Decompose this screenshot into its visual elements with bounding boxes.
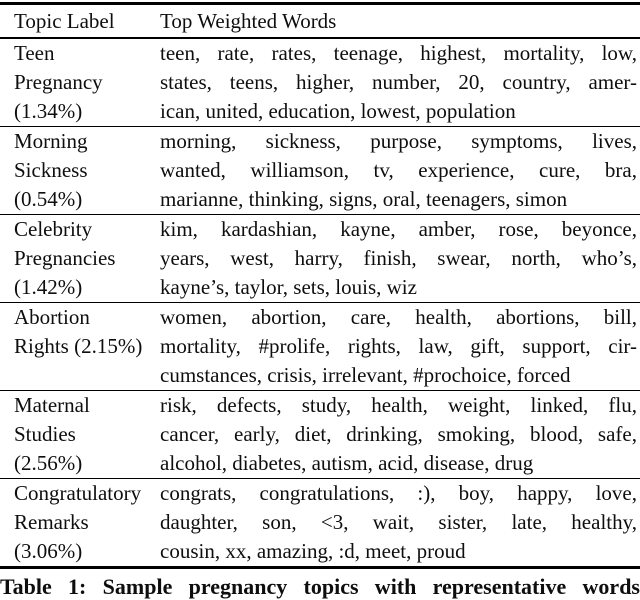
weighted-words-cell: teen, rate, rates, teenage, highest, mor…: [160, 39, 640, 126]
topic-share: (1.42%): [14, 275, 83, 299]
table-row: Morning Sickness (0.54%) morning, sickne…: [0, 126, 640, 214]
table-header-rule: [0, 37, 640, 39]
column-header-top-weighted-words: Top Weighted Words: [160, 8, 337, 33]
topic-label-cell: Morning Sickness (0.54%): [0, 127, 160, 214]
topic-label-line: Pregnancies: [14, 246, 116, 270]
table-top-rule: [0, 2, 640, 5]
topic-label-line: Pregnancy: [14, 70, 103, 94]
weighted-words-line: states, teens, higher, number, 20, count…: [160, 70, 637, 94]
weighted-words-cell: risk, defects, study, health, weight, li…: [160, 391, 640, 478]
topic-label-cell: Congratulatory Remarks (3.06%): [0, 479, 160, 566]
weighted-words-cell: women, abortion, care, health, abortions…: [160, 303, 640, 390]
weighted-words-line: marianne, thinking, signs, oral, teenage…: [160, 187, 568, 211]
weighted-words-line: cumstances, crisis, irrelevant, #prochoi…: [160, 363, 571, 387]
topic-label-line: Remarks: [14, 510, 89, 534]
weighted-words-line: kayne’s, taylor, sets, louis, wiz: [160, 275, 417, 299]
topic-share: (3.06%): [14, 539, 83, 563]
topic-share: (2.56%): [14, 451, 83, 475]
weighted-words-line: women, abortion, care, health, abortions…: [160, 305, 637, 329]
weighted-words-line: mortality, #prolife, rights, law, gift, …: [160, 334, 637, 358]
topic-label-line: Studies: [14, 422, 76, 446]
topic-share: (1.34%): [14, 99, 83, 123]
topic-label-line: Teen: [14, 41, 55, 65]
weighted-words-line: congrats, congratulations, :), boy, happ…: [160, 481, 637, 505]
table-row: Celebrity Pregnancies (1.42%) kim, karda…: [0, 214, 640, 302]
weighted-words-cell: kim, kardashian, kayne, amber, rose, bey…: [160, 215, 640, 302]
topic-label-cell: Celebrity Pregnancies (1.42%): [0, 215, 160, 302]
topic-label-line: Maternal: [14, 393, 90, 417]
weighted-words-line: ican, united, education, lowest, populat…: [160, 99, 516, 123]
column-header-topic-label: Topic Label: [14, 8, 115, 33]
table-row: Maternal Studies (2.56%) risk, defects, …: [0, 390, 640, 478]
topic-label-line: Congratulatory: [14, 481, 142, 505]
table-row: Abortion Rights (2.15%) women, abortion,…: [0, 302, 640, 390]
weighted-words-line: morning, sickness, purpose, symptoms, li…: [160, 129, 637, 153]
topic-label-line: Celebrity: [14, 217, 93, 241]
topic-label-line: Abortion: [14, 305, 90, 329]
table-row: Congratulatory Remarks (3.06%) congrats,…: [0, 478, 640, 566]
weighted-words-line: cousin, xx, amazing, :d, meet, proud: [160, 539, 466, 563]
topic-label-line: Sickness: [14, 158, 88, 182]
topic-label-line: Morning: [14, 129, 88, 153]
weighted-words-line: years, west, harry, finish, swear, north…: [160, 246, 637, 270]
weighted-words-line: wanted, williamson, tv, experience, cure…: [160, 158, 637, 182]
topic-share: (0.54%): [14, 187, 83, 211]
table-body: Teen Pregnancy (1.34%) teen, rate, rates…: [0, 39, 640, 566]
topic-label-line: Rights (2.15%): [14, 334, 143, 358]
weighted-words-line: alcohol, diabetes, autism, acid, disease…: [160, 451, 534, 475]
weighted-words-line: kim, kardashian, kayne, amber, rose, bey…: [160, 217, 637, 241]
table-bottom-rule: [0, 566, 640, 569]
weighted-words-cell: morning, sickness, purpose, symptoms, li…: [160, 127, 640, 214]
weighted-words-line: daughter, son, <3, wait, sister, late, h…: [160, 510, 637, 534]
weighted-words-line: cancer, early, diet, drinking, smoking, …: [160, 422, 637, 446]
topic-label-cell: Abortion Rights (2.15%): [0, 303, 160, 361]
table-row: Teen Pregnancy (1.34%) teen, rate, rates…: [0, 39, 640, 126]
table-header-row: Topic Label Top Weighted Words: [0, 5, 640, 37]
weighted-words-line: teen, rate, rates, teenage, highest, mor…: [160, 41, 637, 65]
table-caption: Table 1: Sample pregnancy topics with re…: [0, 574, 640, 599]
topic-label-cell: Teen Pregnancy (1.34%): [0, 39, 160, 126]
weighted-words-cell: congrats, congratulations, :), boy, happ…: [160, 479, 640, 566]
weighted-words-line: risk, defects, study, health, weight, li…: [160, 393, 637, 417]
topic-label-cell: Maternal Studies (2.56%): [0, 391, 160, 478]
